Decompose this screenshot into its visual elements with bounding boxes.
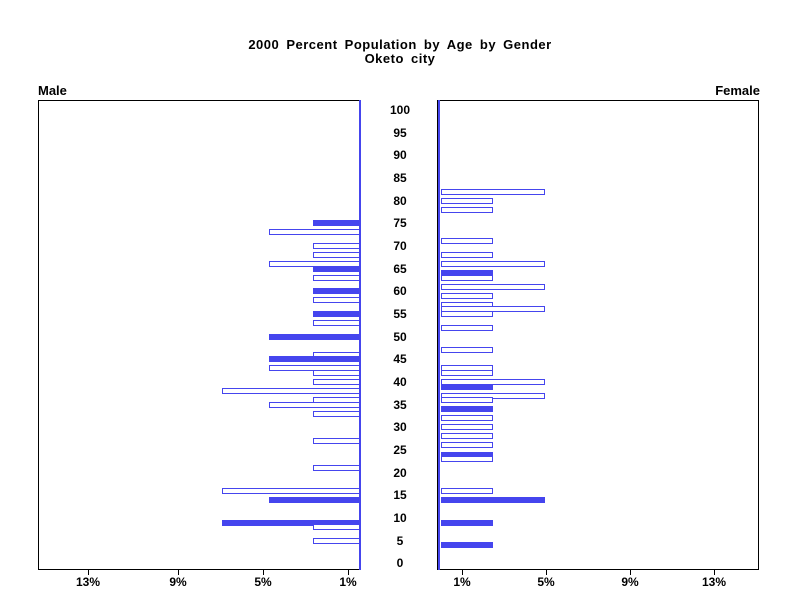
female-bar-age-30 bbox=[441, 424, 493, 430]
age-tick-label: 85 bbox=[393, 170, 407, 185]
male-bar-age-45 bbox=[269, 356, 360, 362]
male-bar-age-14 bbox=[269, 497, 360, 503]
female-bar-age-36 bbox=[441, 397, 493, 403]
male-bar-age-35 bbox=[269, 402, 360, 408]
age-tick-label: 75 bbox=[393, 216, 407, 231]
age-tick-label: 65 bbox=[393, 261, 407, 276]
age-tick-label: 80 bbox=[393, 193, 407, 208]
female-bar-age-39 bbox=[441, 384, 493, 390]
male-axis-baseline bbox=[359, 100, 361, 570]
male-bar-age-33 bbox=[313, 411, 360, 417]
female-bar-age-82 bbox=[441, 189, 545, 195]
female-bar-age-42 bbox=[441, 370, 493, 376]
male-x-tick bbox=[348, 570, 349, 575]
age-tick-label: 20 bbox=[393, 465, 407, 480]
female-bar-age-37 bbox=[441, 393, 545, 399]
female-bar-age-56 bbox=[441, 306, 545, 312]
female-bar-age-34 bbox=[441, 406, 493, 412]
male-bar-age-53 bbox=[313, 320, 360, 326]
age-tick-label: 0 bbox=[396, 556, 404, 571]
female-x-tick-label: 5% bbox=[537, 575, 555, 589]
female-x-tick bbox=[546, 570, 547, 575]
female-bar-age-14 bbox=[441, 497, 545, 503]
female-bar-age-52 bbox=[441, 325, 493, 331]
male-bar-age-58 bbox=[313, 297, 360, 303]
age-tick-label: 60 bbox=[393, 284, 407, 299]
age-tick-label: 15 bbox=[393, 488, 407, 503]
age-tick-label: 25 bbox=[393, 442, 407, 457]
male-bar-age-60 bbox=[313, 288, 360, 294]
male-bar-age-70 bbox=[313, 243, 360, 249]
chart-subtitle: Oketo city bbox=[364, 51, 436, 66]
female-bar-age-40 bbox=[441, 379, 545, 385]
male-panel-label: Male bbox=[38, 83, 67, 98]
male-bar-age-21 bbox=[313, 465, 360, 471]
female-bar-age-55 bbox=[441, 311, 493, 317]
male-bar-age-40 bbox=[313, 379, 360, 385]
female-axis-baseline bbox=[438, 100, 440, 570]
female-bar-age-16 bbox=[441, 488, 493, 494]
female-x-tick bbox=[714, 570, 715, 575]
male-bar-age-68 bbox=[313, 252, 360, 258]
age-tick-label: 50 bbox=[393, 329, 407, 344]
male-x-tick-label: 9% bbox=[169, 575, 187, 589]
age-tick-label: 55 bbox=[393, 306, 407, 321]
female-bar-age-59 bbox=[441, 293, 493, 299]
chart-title: 2000 Percent Population by Age by Gender bbox=[248, 37, 552, 52]
female-x-tick bbox=[630, 570, 631, 575]
female-bar-age-4 bbox=[441, 542, 493, 548]
male-bar-age-42 bbox=[313, 370, 360, 376]
female-bar-age-9 bbox=[441, 520, 493, 526]
female-bar-age-23 bbox=[441, 456, 493, 462]
male-x-tick bbox=[263, 570, 264, 575]
female-x-tick-label: 9% bbox=[621, 575, 639, 589]
male-bar-age-65 bbox=[313, 266, 360, 272]
male-bar-age-27 bbox=[313, 438, 360, 444]
male-x-tick bbox=[88, 570, 89, 575]
age-tick-label: 40 bbox=[393, 374, 407, 389]
female-bar-age-78 bbox=[441, 207, 493, 213]
male-x-tick-label: 1% bbox=[339, 575, 357, 589]
age-tick-label: 30 bbox=[393, 420, 407, 435]
female-x-tick-label: 13% bbox=[701, 575, 727, 589]
male-bar-age-55 bbox=[313, 311, 360, 317]
female-x-tick bbox=[462, 570, 463, 575]
female-bar-age-47 bbox=[441, 347, 493, 353]
age-tick-label: 90 bbox=[393, 148, 407, 163]
male-bar-age-9 bbox=[222, 520, 360, 526]
male-bar-age-75 bbox=[313, 220, 360, 226]
female-bar-age-71 bbox=[441, 238, 493, 244]
female-x-tick-label: 1% bbox=[453, 575, 471, 589]
male-bar-age-50 bbox=[269, 334, 360, 340]
male-bar-age-63 bbox=[313, 275, 360, 281]
age-tick-label: 5 bbox=[396, 533, 404, 548]
male-bar-age-8 bbox=[313, 524, 360, 530]
female-bar-age-26 bbox=[441, 442, 493, 448]
age-tick-label: 45 bbox=[393, 352, 407, 367]
age-tick-label: 10 bbox=[393, 510, 407, 525]
female-bar-age-80 bbox=[441, 198, 493, 204]
age-tick-label: 95 bbox=[393, 125, 407, 140]
male-x-tick-label: 5% bbox=[254, 575, 272, 589]
age-tick-label: 70 bbox=[393, 238, 407, 253]
age-tick-label: 100 bbox=[389, 103, 411, 117]
male-bar-age-73 bbox=[269, 229, 360, 235]
age-tick-label: 35 bbox=[393, 397, 407, 412]
female-bar-age-63 bbox=[441, 275, 493, 281]
male-x-tick bbox=[178, 570, 179, 575]
female-bar-age-32 bbox=[441, 415, 493, 421]
female-bar-age-28 bbox=[441, 433, 493, 439]
female-bar-age-68 bbox=[441, 252, 493, 258]
male-x-tick-label: 13% bbox=[75, 575, 101, 589]
female-bar-age-66 bbox=[441, 261, 545, 267]
female-panel-label: Female bbox=[715, 83, 760, 98]
female-bar-age-61 bbox=[441, 284, 545, 290]
male-bar-age-16 bbox=[222, 488, 360, 494]
male-bar-age-5 bbox=[313, 538, 360, 544]
male-bar-age-38 bbox=[222, 388, 360, 394]
